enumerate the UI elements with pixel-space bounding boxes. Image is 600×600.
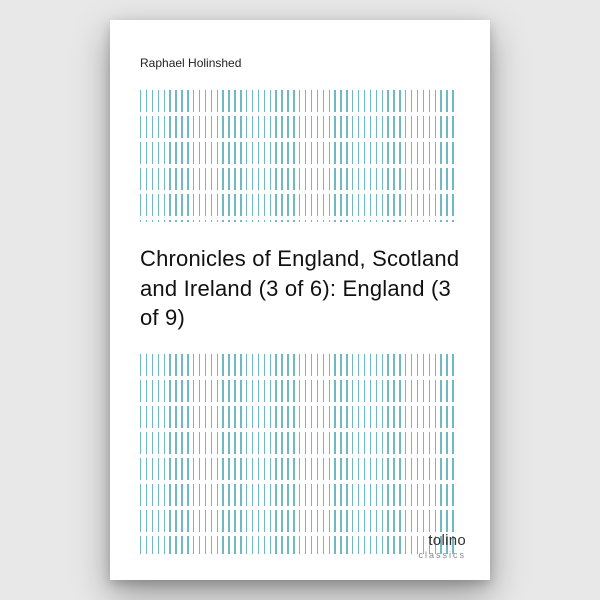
stripe-row (140, 536, 460, 554)
stripe-pattern-bottom (140, 354, 460, 554)
stripe-row (140, 168, 460, 190)
stripe-row (140, 380, 460, 402)
stripe-pattern-top (140, 90, 460, 222)
brand-subtitle: classics (418, 550, 466, 560)
stripe-row (140, 484, 460, 506)
publisher-brand: tolino classics (418, 532, 466, 560)
stripe-row (140, 510, 460, 532)
stripe-row (140, 90, 460, 112)
stripe-row (140, 406, 460, 428)
stripe-row (140, 354, 460, 376)
book-cover: Raphael Holinshed Chronicles of England,… (110, 20, 490, 580)
stripe-row (140, 116, 460, 138)
stripe-row (140, 142, 460, 164)
stripe-row (140, 458, 460, 480)
stripe-row (140, 220, 460, 222)
book-title: Chronicles of England, Scotland and Irel… (140, 244, 460, 331)
stripe-row (140, 194, 460, 216)
author-name: Raphael Holinshed (140, 56, 460, 70)
stripe-row (140, 432, 460, 454)
brand-name-text: tolino (428, 532, 466, 549)
brand-name: tolino (418, 532, 466, 549)
